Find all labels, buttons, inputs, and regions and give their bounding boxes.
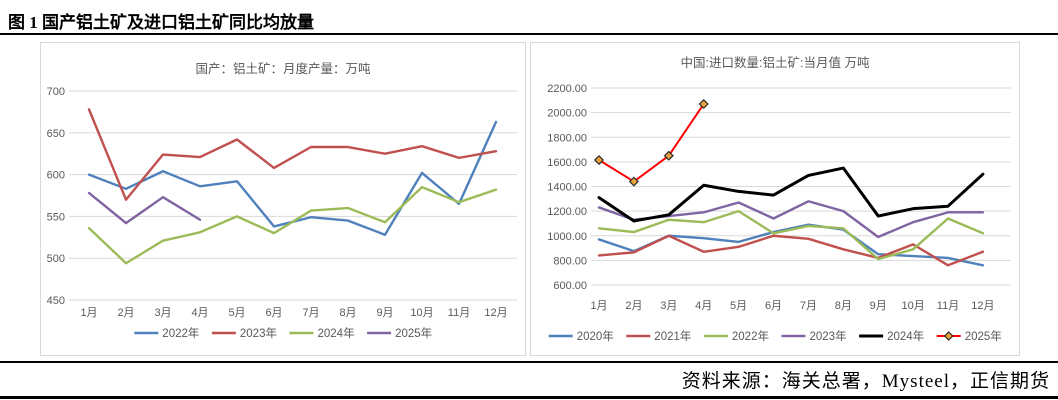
x-axis-tick-label: 1月 [590,300,607,312]
legend-label: 2022年 [732,329,769,343]
legend-label: 2025年 [395,326,432,340]
x-axis-tick-label: 8月 [835,300,852,312]
x-axis-tick-label: 2月 [625,300,642,312]
y-axis-tick-label: 800.00 [553,255,587,267]
series-2024年 [597,166,985,223]
series-line [87,185,498,265]
y-axis-tick-label: 2200.00 [547,83,587,95]
x-axis-tick-label: 5月 [730,300,747,312]
series-line [597,234,985,267]
x-axis-tick-label: 5月 [228,307,245,319]
x-axis-tick-label: 12月 [971,300,994,312]
legend [548,331,961,341]
legend-label: 2020年 [577,329,614,343]
legend-label: 2021年 [654,329,691,343]
y-axis-tick-label: 550 [47,211,65,223]
diamond-marker [593,154,605,166]
y-axis-tick-label: 1000.00 [547,231,587,243]
chart-canvas: 中国:进口数量:铝土矿:当月值 万吨 600.00 800.00 1000.00 120… [547,55,1011,343]
x-axis-tick-label: 3月 [660,300,677,312]
x-axis-tick-label: 7月 [302,307,319,319]
x-axis-tick-label: 9月 [376,307,393,319]
series-2023年 [87,108,498,201]
series-line [597,166,985,223]
series-line [597,209,985,261]
charts-row: 国产：铝土矿：月度产量：万吨 450 500 550 600 650 700 1月 2月 3月 4月… [0,42,1058,356]
y-axis-tick-label: 600.00 [553,280,587,292]
x-axis-tick-label: 4月 [695,300,712,312]
diamond-marker [628,176,639,187]
x-axis-tick-label: 8月 [339,307,356,319]
domestic-bauxite-production-chart: 国产：铝土矿：月度产量：万吨 450 500 550 600 650 700 1月 2月 3月 4月… [40,42,526,356]
x-axis-tick-label: 6月 [765,300,782,312]
legend-label: 2023年 [240,326,277,340]
chart-title: 国产：铝土矿：月度产量：万吨 [195,61,371,76]
y-axis-tick-label: 1400.00 [547,182,587,194]
y-axis-tick-label: 600 [47,170,65,182]
gridlines [69,90,517,301]
series-2021年 [597,234,985,267]
source-row: 资料来源：海关总署，Mysteel，正信期货 [0,363,1058,395]
china-bauxite-import-chart: 中国:进口数量:铝土矿:当月值 万吨 600.00 800.00 1000.00 120… [530,42,1020,356]
x-axis-tick-label: 6月 [265,307,282,319]
x-axis-tick-label: 11月 [937,300,959,312]
x-axis-tick-label: 4月 [191,307,208,319]
series-line [87,191,202,225]
series-line [87,108,498,201]
data-source: 资料来源：海关总署，Mysteel，正信期货 [681,370,1050,392]
y-axis-tick-label: 650 [47,128,65,140]
y-axis-tick-label: 450 [47,295,65,307]
legend-label: 2022年 [162,326,199,340]
legend-label: 2024年 [887,329,924,343]
diamond-marker [698,98,709,110]
legend-label: 2023年 [810,329,847,343]
y-axis-tick-label: 500 [47,253,65,265]
figure-title: 图 1 国产铝土矿及进口铝土矿同比均放量 [8,13,314,32]
series-2025年 [87,191,202,225]
diamond-marker [943,331,954,341]
x-axis-tick-label: 1月 [80,307,97,319]
x-axis-tick-label: 11月 [448,307,470,319]
y-axis-tick-label: 1200.00 [547,206,587,218]
y-axis-tick-label: 700 [47,86,65,98]
y-axis-tick-label: 1800.00 [547,132,587,144]
x-axis-tick-label: 9月 [870,300,887,312]
x-axis-tick-label: 7月 [800,300,817,312]
x-axis-tick-label: 10月 [901,300,924,312]
x-axis-tick-label: 12月 [484,307,507,319]
series-2022年 [597,209,985,261]
y-axis-tick-label: 2000.00 [547,108,587,120]
y-axis-tick-label: 1600.00 [547,157,587,169]
legend-label: 2025年 [965,329,1002,343]
source-top-divider [0,361,1058,363]
series-2024年 [87,185,498,265]
x-axis-tick-label: 2月 [117,307,134,319]
diamond-marker [663,150,674,161]
series-2025年 [593,98,709,187]
legend-label: 2024年 [318,326,355,340]
series-2022年 [87,120,498,236]
title-divider [0,33,1058,35]
chart-title: 中国:进口数量:铝土矿:当月值 万吨 [681,55,870,70]
series-line [87,120,498,236]
x-axis-tick-label: 10月 [410,307,433,319]
x-axis-tick-label: 3月 [154,307,171,319]
bottom-divider [0,396,1058,399]
gridlines [591,87,1011,286]
chart-canvas: 国产：铝土矿：月度产量：万吨 450 500 550 600 650 700 1月 2月 3月 4月… [47,61,517,340]
series-line [598,103,705,183]
